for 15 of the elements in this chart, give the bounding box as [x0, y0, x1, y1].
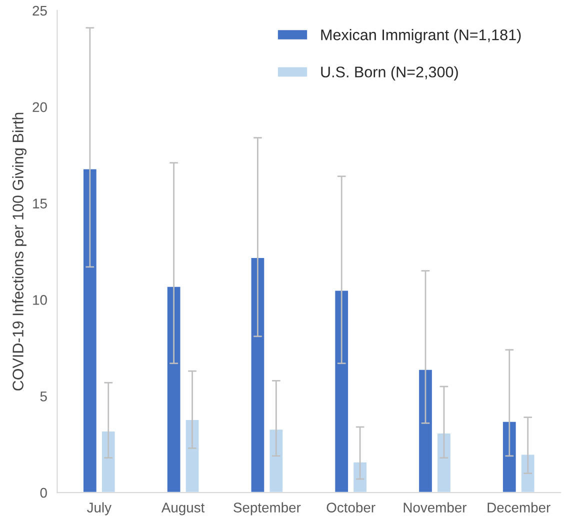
legend-label: Mexican Immigrant (N=1,181)	[321, 29, 521, 44]
y-tick-label: 10	[33, 295, 47, 305]
x-tick-label: September	[234, 502, 301, 516]
x-tick-label: December	[488, 502, 550, 512]
y-tick-label: 0	[40, 488, 47, 498]
y-tick-label: 15	[33, 198, 47, 208]
y-tick-label: 20	[32, 102, 47, 112]
y-tick-label: 5	[40, 392, 47, 402]
x-tick-label: August	[161, 502, 205, 516]
x-tick-label: October	[326, 502, 376, 512]
x-tick-label: July	[87, 502, 112, 516]
legend-label: U.S. Born (N=2,300)	[321, 66, 458, 80]
y-tick-label: 25	[32, 6, 47, 16]
y-axis-title: COVID-19 Infections per 100 Giving Birth	[12, 112, 26, 390]
x-tick-label: November	[404, 502, 467, 512]
